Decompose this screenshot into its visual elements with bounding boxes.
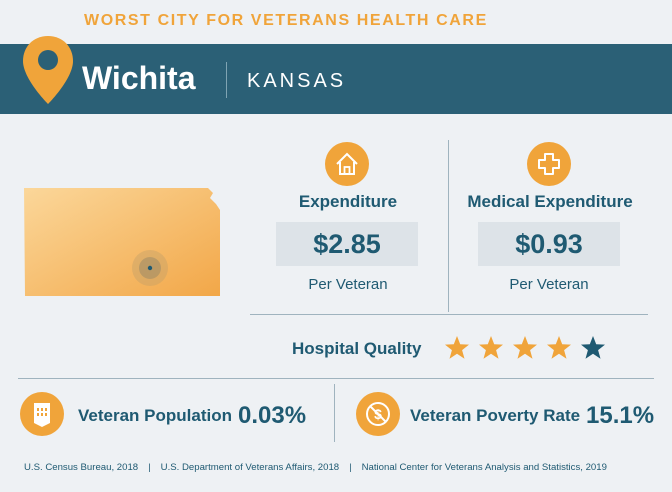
column-divider	[448, 140, 449, 312]
star-filled-icon	[479, 336, 503, 359]
house-icon	[325, 142, 369, 186]
expenditure-label: Expenditure	[298, 192, 398, 211]
source-census: U.S. Census Bureau, 2018	[24, 462, 139, 473]
veteran-population-label: Veteran Population	[78, 406, 232, 425]
hospital-quality-rating	[444, 335, 606, 363]
source-separator: |	[148, 462, 151, 473]
medical-expenditure-value: $0.93	[478, 222, 620, 266]
star-filled-icon	[547, 336, 571, 359]
rank-insignia-icon	[20, 392, 64, 436]
kansas-map	[24, 188, 220, 296]
source-va: U.S. Department of Veterans Affairs, 201…	[160, 462, 340, 473]
veteran-poverty-value: 15.1%	[586, 402, 655, 429]
source-ncvas: National Center for Veterans Analysis an…	[361, 462, 607, 473]
sources-footer: U.S. Census Bureau, 2018 | U.S. Department…	[24, 462, 654, 473]
city-marker-dot	[147, 265, 153, 271]
page-title: WORST CITY FOR VETERANS HEALTH CARE	[84, 12, 488, 29]
no-dollar-icon: $	[356, 392, 400, 436]
state-name: KANSAS	[247, 70, 347, 92]
bottom-divider	[18, 378, 654, 379]
section-divider	[250, 314, 648, 315]
expenditure-value: $2.85	[276, 222, 418, 266]
header-banner	[0, 44, 672, 114]
star-filled-icon	[513, 336, 537, 359]
location-pin-icon	[23, 36, 73, 104]
bottom-column-divider	[334, 384, 335, 442]
banner-divider	[226, 62, 227, 98]
star-filled-icon	[445, 336, 469, 359]
expenditure-unit: Per Veteran	[308, 276, 388, 293]
veteran-poverty-label: Veteran Poverty Rate	[410, 406, 581, 425]
hospital-quality-label: Hospital Quality	[292, 339, 422, 358]
source-separator: |	[349, 462, 352, 473]
medical-cross-icon	[527, 142, 571, 186]
svg-text:$: $	[374, 406, 382, 422]
medical-expenditure-label: Medical Expenditure	[467, 192, 633, 211]
veteran-population-value: 0.03%	[238, 402, 307, 429]
star-empty-icon	[581, 336, 605, 359]
city-name: Wichita	[82, 60, 196, 96]
medical-expenditure-unit: Per Veteran	[509, 276, 589, 293]
